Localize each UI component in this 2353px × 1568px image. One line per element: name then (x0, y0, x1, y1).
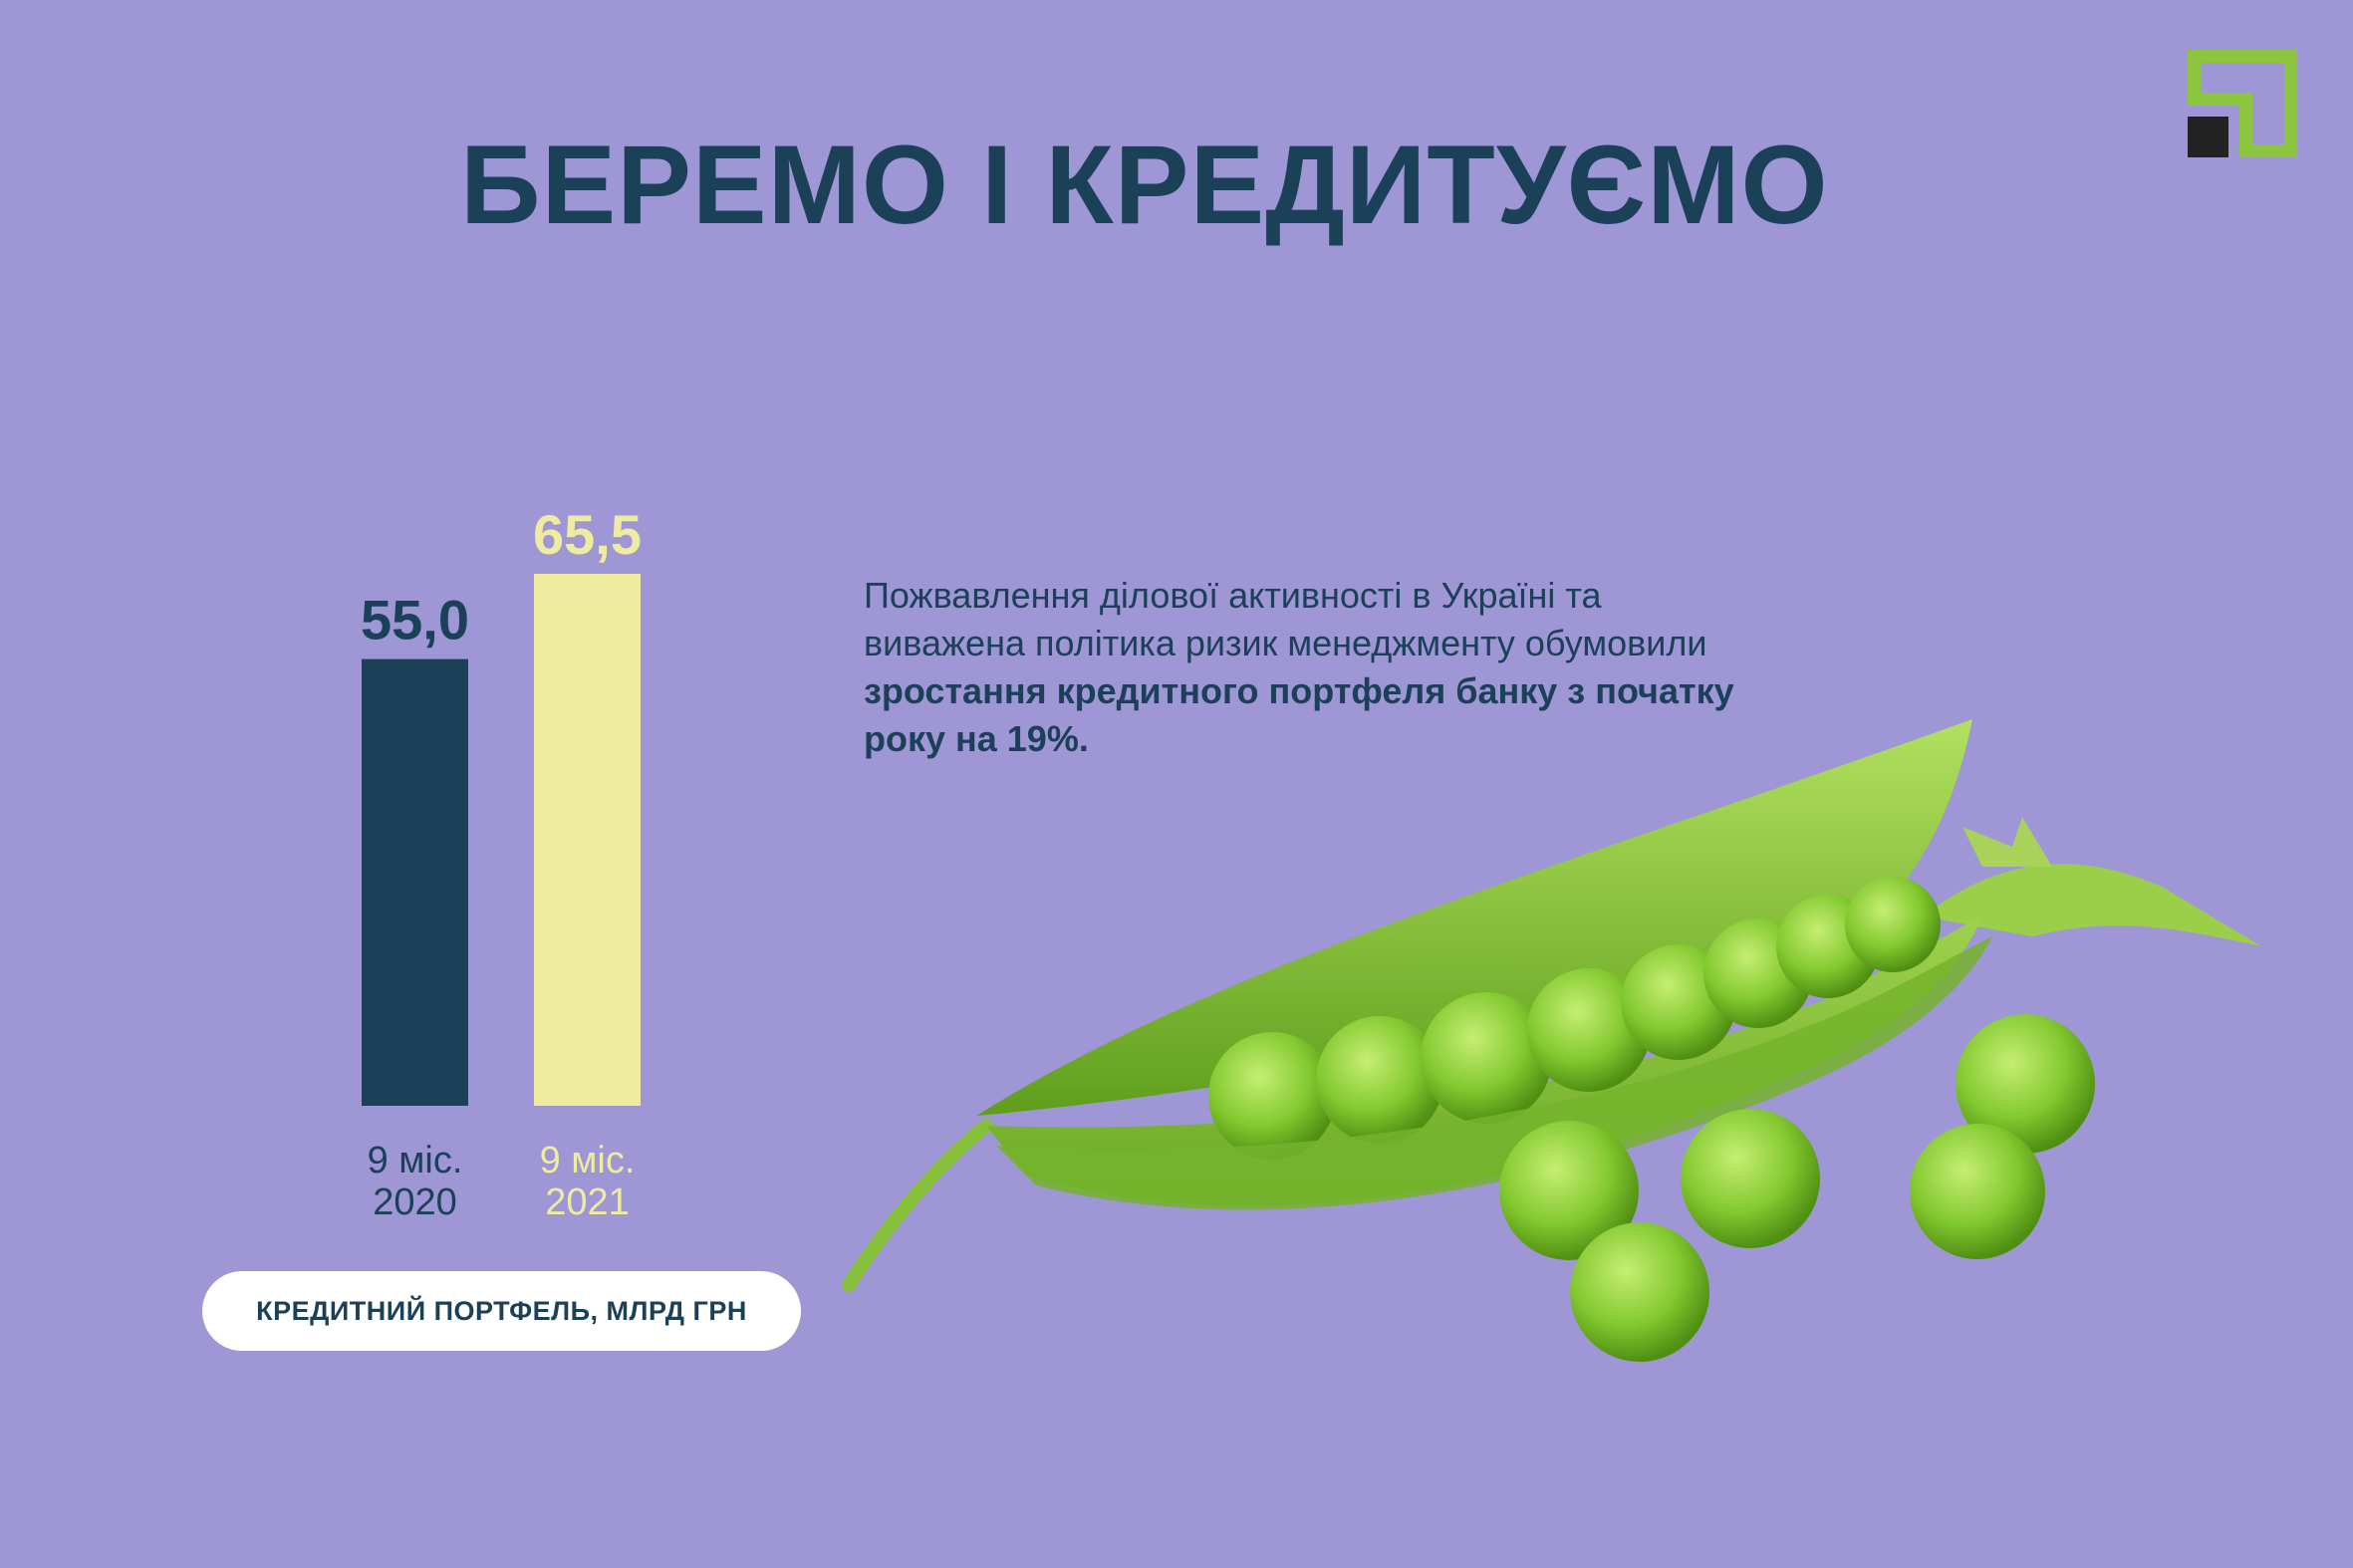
pea-pod-illustration (842, 719, 2261, 1362)
value-label-2: 65,5 (533, 503, 642, 566)
value-label-1: 55,0 (361, 589, 469, 652)
description-regular: Пожвавлення ділової активності в Україні… (864, 575, 1707, 663)
bank-logo-icon (2188, 50, 2297, 157)
page-title: БЕРЕМО І КРЕДИТУЄМО (460, 123, 1829, 247)
category-label-2-line-2: 2021 (545, 1181, 630, 1223)
category-label-1-line-1: 9 міс. (368, 1140, 463, 1181)
bar-2 (534, 574, 641, 1106)
description-text: Пожвавлення ділової активності в Україні… (864, 572, 1760, 763)
bar-1 (362, 658, 468, 1106)
category-label-2-line-1: 9 міс. (540, 1140, 636, 1181)
description-bold: зростання кредитного портфеля банку з по… (864, 670, 1734, 759)
category-label-1-line-2: 2020 (373, 1181, 457, 1223)
chart-caption: КРЕДИТНИЙ ПОРТФЕЛЬ, МЛРД ГРН (202, 1271, 801, 1351)
